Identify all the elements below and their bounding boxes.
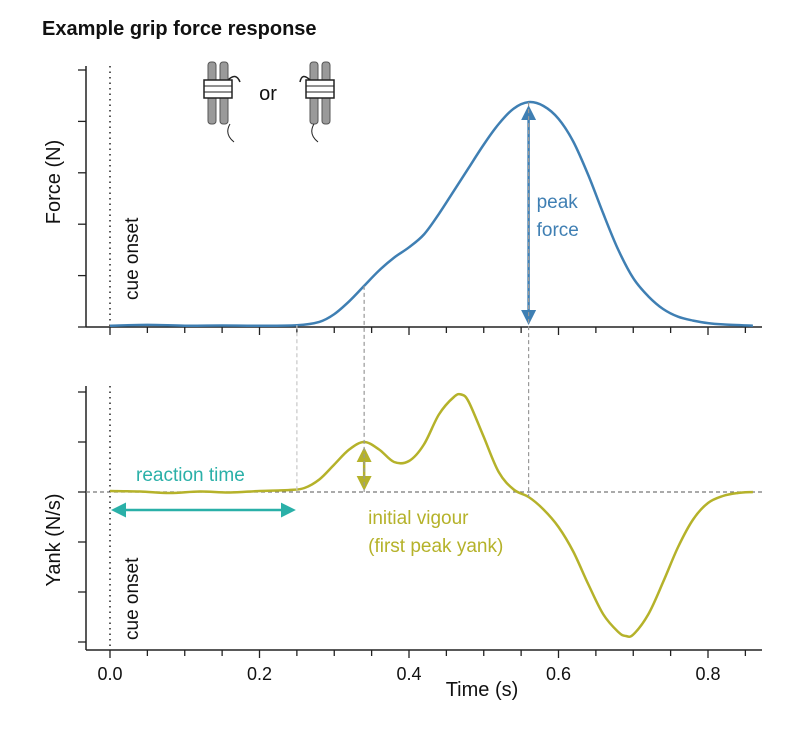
x-axis-label: Time (s) (446, 679, 519, 701)
yank-series-line (109, 392, 753, 638)
force-y-label: Force (N) (43, 140, 65, 224)
initial-vigour-label-line1: initial vigour (368, 508, 469, 529)
x-tick-label: 0.4 (396, 664, 421, 684)
figure-title: Example grip force response (42, 18, 317, 40)
guide-lines (296, 102, 530, 497)
x-tick-label: 0.6 (546, 664, 571, 684)
grip-icon-right (299, 61, 335, 143)
x-tick-label: 0.8 (695, 664, 720, 684)
peak-force-label-line2: force (537, 220, 579, 241)
x-tick-label: 0.2 (247, 664, 272, 684)
yank-cue-label: cue onset (122, 557, 143, 640)
grip-icon-left (203, 61, 241, 143)
reaction-time-label: reaction time (136, 465, 245, 486)
force-panel: Force (N) cue onset peak force (43, 66, 762, 335)
force-series-line (109, 100, 753, 327)
initial-vigour-label-line2: (first peak yank) (368, 536, 503, 557)
x-tick-label: 0.0 (97, 664, 122, 684)
peak-force-label-line1: peak (537, 192, 579, 213)
yank-y-label: Yank (N/s) (43, 494, 65, 587)
yank-panel: 0.0 0.2 0.4 0.6 0.8 Yank (N/s) Time (s) cue … (43, 386, 762, 701)
force-cue-label: cue onset (122, 217, 143, 300)
icons-or-label: or (259, 83, 277, 105)
